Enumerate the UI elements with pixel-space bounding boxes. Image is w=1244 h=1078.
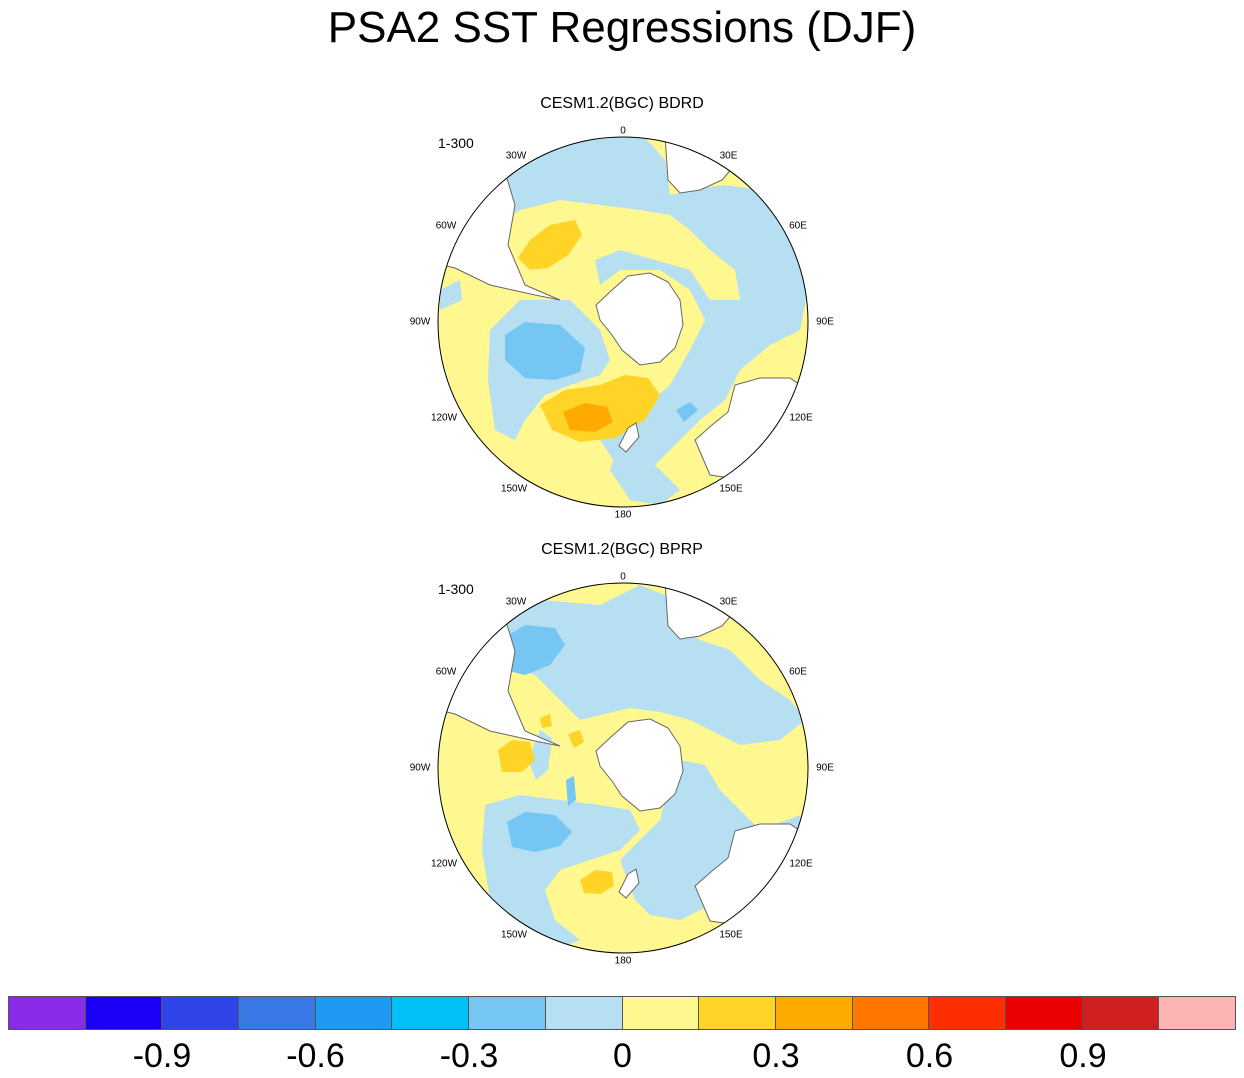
map-1-longitude-labels: 0 30E 60E 90E 120E 150E 180 150W 120W 90…: [410, 126, 835, 521]
lon-label: 0: [620, 572, 626, 583]
lon-label: 150W: [501, 484, 528, 495]
lon-label: 60E: [789, 221, 807, 232]
colorbar-box: [469, 997, 546, 1029]
map-2-field: [438, 583, 808, 953]
positive-region: [518, 220, 582, 270]
colorbar-box: [1159, 997, 1235, 1029]
colorbar-box: [852, 997, 930, 1029]
lon-label: 150E: [719, 484, 743, 495]
colorbar-label: 0.3: [752, 1037, 800, 1075]
map-2-longitude-labels: 0 30E 60E 90E 120E 150E 180 150W 120W 90…: [410, 572, 835, 967]
map-1-boundary: [437, 136, 809, 508]
panel-1-title: CESM1.2(BGC) BDRD: [540, 95, 704, 112]
colorbar-box: [699, 997, 776, 1029]
lon-label: 150E: [719, 930, 743, 941]
lon-label: 30E: [720, 151, 738, 162]
lon-label: 30W: [506, 597, 527, 608]
map-2-boundary: [437, 582, 809, 954]
colorbar: [8, 996, 1236, 1030]
continent-antarctica: [595, 272, 684, 366]
map-1-field: [438, 137, 808, 507]
colorbar-box: [315, 997, 393, 1029]
colorbar-box: [392, 997, 470, 1029]
positive-region: [540, 714, 552, 728]
lon-label: 180: [615, 956, 632, 967]
colorbar-label: -0.3: [439, 1037, 499, 1075]
colorbar-box: [929, 997, 1006, 1029]
lon-label: 60W: [436, 221, 457, 232]
positive-region: [580, 870, 614, 894]
colorbar-box: [85, 997, 163, 1029]
positive-region: [498, 740, 535, 772]
positive-region-strong: [563, 403, 613, 432]
lon-label: 120W: [431, 413, 458, 424]
colorbar-label: -0.6: [286, 1037, 345, 1075]
panel-2-title: CESM1.2(BGC) BPRP: [541, 541, 703, 558]
lon-label: 120E: [789, 413, 813, 424]
colorbar-box: [622, 997, 700, 1029]
negative-region: [440, 280, 462, 310]
lon-label: 30W: [506, 151, 527, 162]
colorbar-box: [545, 997, 623, 1029]
colorbar-box: [775, 997, 853, 1029]
colorbar-box: [239, 997, 316, 1029]
colorbar-box: [9, 997, 86, 1029]
lon-label: 60W: [436, 667, 457, 678]
negative-region-strong: [676, 402, 698, 422]
lon-label: 90W: [410, 317, 431, 328]
figure-title: PSA2 SST Regressions (DJF): [327, 3, 917, 52]
colorbar-label: 0.6: [905, 1037, 954, 1075]
panel-1-subtitle: 1-300: [438, 135, 474, 151]
colorbar-box: [1005, 997, 1083, 1029]
continent-antarctica: [595, 718, 684, 812]
colorbar-box: [1082, 997, 1160, 1029]
negative-region-strong: [505, 322, 585, 380]
negative-region: [500, 137, 808, 470]
lon-label: 90E: [816, 763, 834, 774]
new-zealand: [618, 868, 640, 899]
polar-map-1: 0 30E 60E 90E 120E 150E 180 150W 120W 90…: [410, 126, 835, 521]
lon-label: 90W: [410, 763, 431, 774]
lon-label: 0: [620, 126, 626, 137]
negative-region-strong: [566, 776, 576, 806]
lon-label: 90E: [816, 317, 834, 328]
colorbar-label: 0: [613, 1037, 632, 1075]
lon-label: 60E: [789, 667, 807, 678]
positive-region: [568, 730, 584, 748]
negative-region: [495, 585, 805, 745]
lon-label: 150W: [501, 930, 528, 941]
colorbar-label: -0.9: [132, 1037, 192, 1075]
panel-2-subtitle: 1-300: [438, 581, 474, 597]
colorbar-box: [162, 997, 240, 1029]
negative-region-strong: [500, 625, 565, 675]
lon-label: 30E: [720, 597, 738, 608]
polar-map-2: 0 30E 60E 90E 120E 150E 180 150W 120W 90…: [410, 572, 835, 967]
new-zealand: [618, 422, 640, 453]
colorbar-label: 0.9: [1059, 1037, 1107, 1075]
lon-label: 120E: [789, 859, 813, 870]
lon-label: 120W: [431, 859, 458, 870]
negative-region-strong: [507, 812, 572, 852]
lon-label: 180: [615, 510, 632, 521]
